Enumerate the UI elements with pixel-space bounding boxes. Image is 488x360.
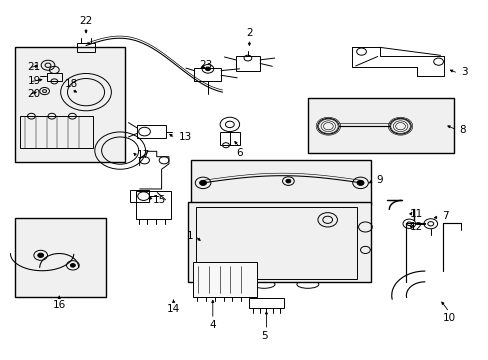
Text: 16: 16 <box>53 300 66 310</box>
Bar <box>15 218 105 297</box>
Text: 14: 14 <box>167 304 180 314</box>
Text: 7: 7 <box>441 211 447 221</box>
Text: 8: 8 <box>458 125 465 135</box>
Bar <box>136 191 171 220</box>
Text: 10: 10 <box>442 313 455 323</box>
Bar <box>249 298 283 308</box>
Bar <box>188 202 370 282</box>
Text: 5: 5 <box>260 330 267 341</box>
Bar <box>77 42 95 51</box>
Text: 21: 21 <box>27 62 41 72</box>
Bar <box>137 125 166 138</box>
Bar <box>193 262 256 297</box>
Text: 20: 20 <box>27 89 41 99</box>
Text: 4: 4 <box>209 320 216 330</box>
Bar <box>190 160 370 205</box>
Circle shape <box>356 180 363 185</box>
Circle shape <box>38 253 43 257</box>
Bar <box>307 98 453 153</box>
Text: 12: 12 <box>409 222 423 231</box>
Text: 6: 6 <box>236 148 243 158</box>
Text: 19: 19 <box>27 76 41 86</box>
Bar <box>195 207 356 279</box>
Circle shape <box>199 180 206 185</box>
Text: 17: 17 <box>137 150 150 160</box>
Text: 3: 3 <box>461 67 467 77</box>
Circle shape <box>205 67 210 71</box>
Bar <box>194 68 221 81</box>
Text: 9: 9 <box>375 175 382 185</box>
Text: 1: 1 <box>186 231 193 240</box>
Bar <box>235 56 260 71</box>
Bar <box>15 47 125 162</box>
Text: 18: 18 <box>64 78 78 89</box>
Bar <box>130 190 149 202</box>
Circle shape <box>285 179 290 183</box>
Circle shape <box>70 264 75 267</box>
Bar <box>47 73 61 81</box>
Text: 13: 13 <box>178 132 191 142</box>
Bar <box>20 116 93 148</box>
Text: 15: 15 <box>153 195 166 205</box>
Text: 23: 23 <box>199 60 212 70</box>
Text: 11: 11 <box>409 209 423 219</box>
Bar <box>220 132 239 145</box>
Text: 22: 22 <box>79 16 92 26</box>
Text: 2: 2 <box>245 28 252 39</box>
